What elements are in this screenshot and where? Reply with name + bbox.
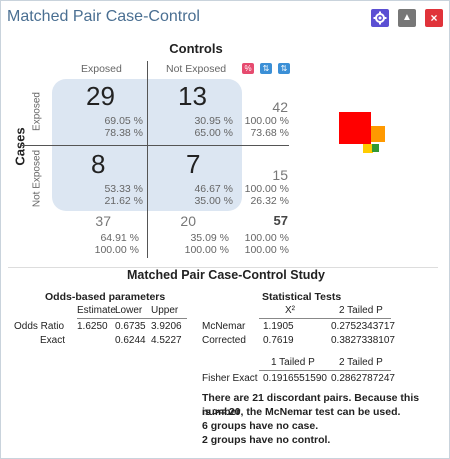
vertical-divider [147, 61, 148, 258]
row-total-not-exposed-count: 15 [272, 167, 288, 183]
tests-header-x2: X² [285, 305, 295, 316]
col-total-exposed-count: 37 [95, 213, 111, 229]
grand-total-pct2: 100.00 % [244, 244, 289, 256]
row-header-exposed: Exposed [31, 92, 43, 131]
fisher-header-2tailed: 2 Tailed P [339, 357, 383, 368]
exact-lower: 0.6244 [115, 335, 146, 346]
odds-header-lower: Lower [115, 305, 143, 316]
cell-not-exposed-not-exposed-row-pct: 46.67 % [194, 183, 233, 195]
window-title: Matched Pair Case-Control [7, 8, 200, 25]
cell-exposed-not-exposed-col-pct: 65.00 % [194, 127, 233, 139]
odds-header-estimate: Estimate [77, 305, 116, 316]
section-separator [8, 267, 438, 268]
cases-title: Cases [12, 127, 28, 166]
tests-section-title: Statistical Tests [262, 291, 342, 303]
note-mcnemar: is >= 20, the McNemar test can be used. [202, 406, 401, 418]
odds-header-upper: Upper [151, 305, 179, 316]
row-total-not-exposed-pct2: 26.32 % [250, 195, 289, 207]
row-header-not-exposed: Not Exposed [31, 149, 43, 208]
col-header-not-exposed: Not Exposed [166, 63, 227, 75]
mcnemar-p: 0.2752343717 [331, 321, 395, 332]
cell-exposed-exposed-row-pct: 69.05 % [104, 115, 143, 127]
proportion-squares-icon [339, 112, 385, 153]
cell-exposed-exposed-count: 29 [86, 81, 115, 111]
fisher-p1: 0.1916551590 [263, 373, 327, 384]
col-total-exposed-pct2: 100.00 % [94, 244, 139, 256]
fisher-header-rule [259, 370, 391, 371]
mcnemar-label: McNemar [202, 321, 246, 332]
mcnemar-x2: 1.1905 [263, 321, 294, 332]
cell-not-exposed-not-exposed-col-pct: 35.00 % [194, 195, 233, 207]
sort-rows-button[interactable]: ⇅ [260, 63, 272, 74]
row-total-exposed-pct2: 73.68 % [250, 127, 289, 139]
row-total-not-exposed-pct1: 100.00 % [244, 183, 289, 195]
col-total-not-exposed-pct2: 100.00 % [184, 244, 229, 256]
cell-not-exposed-not-exposed-count: 7 [186, 149, 201, 179]
percent-toggle-button[interactable]: % [242, 63, 254, 74]
collapse-button[interactable]: ▲ [398, 9, 416, 27]
odds-ratio-upper: 3.9206 [151, 321, 182, 332]
controls-title: Controls [169, 41, 223, 56]
cell-not-exposed-exposed-row-pct: 53.33 % [104, 183, 143, 195]
col-total-not-exposed-count: 20 [180, 213, 196, 229]
fisher-label: Fisher Exact [202, 373, 258, 384]
horizontal-divider [21, 145, 289, 146]
cell-exposed-not-exposed-count: 13 [178, 81, 207, 111]
grand-total-count: 57 [273, 213, 288, 228]
gear-icon [373, 11, 387, 25]
col-total-not-exposed-pct1: 35.09 % [190, 232, 229, 244]
corrected-x2: 0.7619 [263, 335, 294, 346]
odds-ratio-estimate: 1.6250 [77, 321, 108, 332]
exact-upper: 4.5227 [151, 335, 182, 346]
odds-section-title: Odds-based parameters [45, 291, 166, 303]
odds-header-rule [77, 318, 187, 319]
corrected-label: Corrected [202, 335, 246, 346]
tests-header-rule [259, 318, 391, 319]
cell-not-exposed-exposed-count: 8 [91, 149, 106, 179]
close-button[interactable]: × [425, 9, 443, 27]
corrected-p: 0.3827338107 [331, 335, 395, 346]
fisher-p2: 0.2862787247 [331, 373, 395, 384]
cell-not-exposed-exposed-col-pct: 21.62 % [104, 195, 143, 207]
sort-cols-button[interactable]: ⇅ [278, 63, 290, 74]
row-total-exposed-count: 42 [272, 99, 288, 115]
col-total-exposed-pct1: 64.91 % [100, 232, 139, 244]
cell-exposed-not-exposed-row-pct: 30.95 % [194, 115, 233, 127]
odds-ratio-lower: 0.6735 [115, 321, 146, 332]
note-discordant: There are 21 discordant pairs. Because t… [202, 392, 420, 418]
col-header-exposed: Exposed [81, 63, 122, 75]
fisher-header-1tailed: 1 Tailed P [271, 357, 315, 368]
odds-ratio-label: Odds Ratio [14, 321, 65, 332]
exact-label: Exact [40, 335, 66, 346]
note-no-case: 6 groups have no case. [202, 420, 319, 432]
note-no-control: 2 groups have no control. [202, 434, 331, 446]
study-title: Matched Pair Case-Control Study [127, 268, 325, 282]
tests-header-2tailed: 2 Tailed P [339, 305, 383, 316]
cell-exposed-exposed-col-pct: 78.38 % [104, 127, 143, 139]
settings-button[interactable] [371, 9, 389, 27]
grand-total-pct1: 100.00 % [244, 232, 289, 244]
row-total-exposed-pct1: 100.00 % [244, 115, 289, 127]
